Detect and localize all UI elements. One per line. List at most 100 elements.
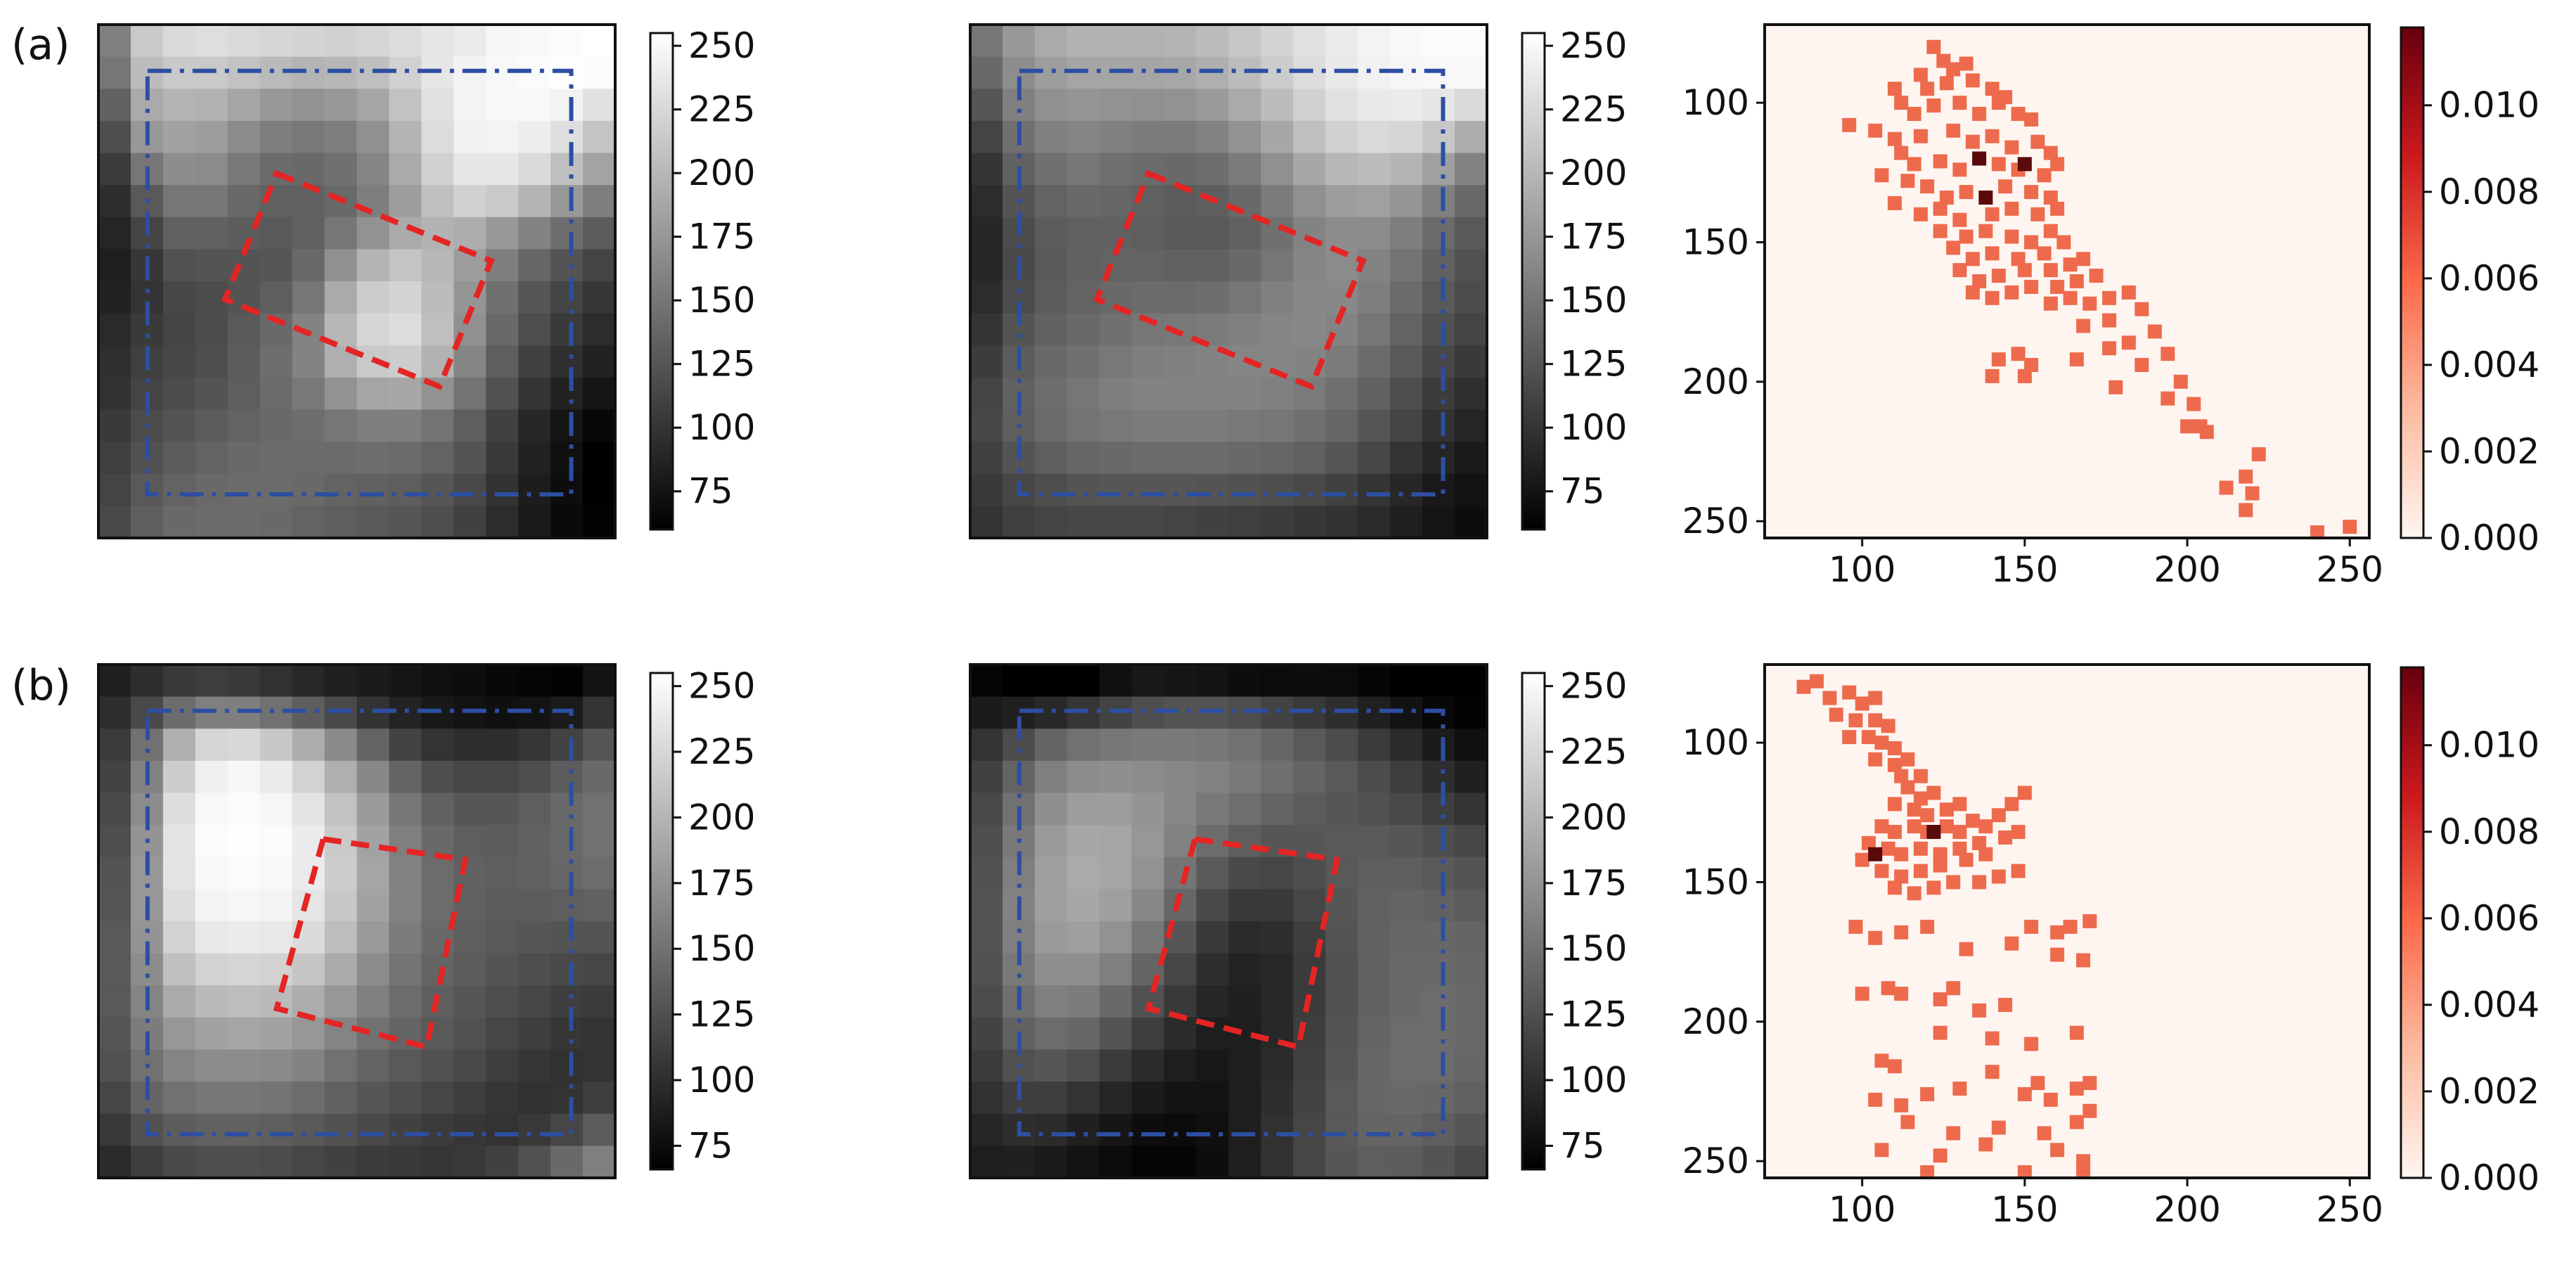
heatmap-cell bbox=[1131, 409, 1165, 442]
plot-background bbox=[1765, 25, 2369, 538]
heatmap-cell bbox=[356, 25, 390, 58]
heatmap-cell bbox=[1293, 889, 1327, 922]
colorbar-tick-label: 0.002 bbox=[2439, 1071, 2539, 1112]
heatmap-cell bbox=[195, 953, 228, 987]
heatmap-cell bbox=[583, 857, 616, 890]
data-point bbox=[2017, 1086, 2032, 1101]
x-tick-label: 100 bbox=[1829, 1189, 1895, 1230]
heatmap-cell bbox=[1228, 313, 1262, 347]
heatmap-cell bbox=[1228, 1082, 1262, 1115]
heatmap-cell bbox=[453, 1146, 487, 1179]
heatmap-cell bbox=[970, 89, 1003, 122]
heatmap-cell bbox=[259, 442, 293, 475]
heatmap-cell bbox=[1293, 760, 1327, 794]
heatmap-cell bbox=[389, 442, 423, 475]
heatmap-cell bbox=[1293, 473, 1327, 507]
heatmap-cell bbox=[550, 377, 584, 411]
heatmap-cell bbox=[486, 1146, 519, 1179]
colorbar-tick-label: 200 bbox=[688, 153, 755, 193]
heatmap-cell bbox=[1067, 857, 1100, 890]
colorbar-tick-label: 100 bbox=[1560, 1060, 1627, 1101]
heatmap-cell bbox=[1422, 120, 1455, 154]
heatmap-cell bbox=[162, 25, 196, 58]
heatmap-cell bbox=[1325, 825, 1359, 858]
heatmap-cell bbox=[1293, 153, 1327, 186]
data-point bbox=[1952, 825, 1967, 840]
heatmap-cell bbox=[162, 249, 196, 282]
heatmap-cell bbox=[1131, 377, 1165, 411]
heatmap-cell bbox=[421, 473, 455, 507]
heatmap-cell bbox=[518, 185, 551, 218]
heatmap-cell bbox=[292, 1146, 326, 1179]
heatmap-cell bbox=[162, 665, 196, 698]
heatmap-cell bbox=[1034, 217, 1068, 250]
heatmap-cell bbox=[1067, 1017, 1100, 1051]
colorbar-tick-label: 150 bbox=[688, 928, 755, 969]
heatmap-cell bbox=[1325, 1049, 1359, 1082]
heatmap-cell bbox=[1293, 1049, 1327, 1082]
heatmap-cell bbox=[1358, 953, 1391, 987]
data-point bbox=[1913, 129, 1928, 143]
plot-frame bbox=[969, 23, 1488, 539]
data-point bbox=[2076, 953, 2091, 968]
heatmap-cell bbox=[1002, 1146, 1036, 1179]
heatmap-cell bbox=[1455, 249, 1488, 282]
heatmap-cell bbox=[1164, 473, 1197, 507]
heatmap-cell bbox=[550, 249, 584, 282]
heatmap-cell bbox=[1099, 442, 1133, 475]
heatmap-cell bbox=[486, 473, 519, 507]
data-point bbox=[2343, 520, 2357, 534]
heatmap-cell bbox=[453, 409, 487, 442]
heatmap-cell bbox=[550, 760, 584, 794]
heatmap-cell bbox=[1196, 281, 1230, 314]
heatmap-cell bbox=[1261, 665, 1294, 698]
heatmap-cell bbox=[1455, 153, 1488, 186]
heatmap-cell bbox=[1034, 760, 1068, 794]
heatmap-cell bbox=[583, 473, 616, 507]
heatmap-cell bbox=[486, 760, 519, 794]
heatmap-cell bbox=[1099, 793, 1133, 826]
heatmap-cell bbox=[1455, 25, 1488, 58]
heatmap-cell bbox=[550, 1082, 584, 1115]
data-point bbox=[2043, 1092, 2058, 1107]
heatmap-cell bbox=[356, 409, 390, 442]
colorbar-tick-label: 225 bbox=[1560, 89, 1627, 130]
heatmap-cell bbox=[1261, 953, 1294, 987]
data-point bbox=[1959, 942, 1973, 956]
heatmap-cell bbox=[1228, 120, 1262, 154]
data-point bbox=[2017, 1165, 2032, 1180]
heatmap-cell bbox=[98, 1049, 131, 1082]
heatmap-cell bbox=[1261, 1082, 1294, 1115]
data-point bbox=[1887, 880, 1902, 895]
data-point bbox=[2310, 525, 2325, 540]
heatmap-cell bbox=[1034, 120, 1068, 154]
heatmap-cell bbox=[550, 696, 584, 730]
heatmap-cell bbox=[389, 985, 423, 1018]
data-point bbox=[1946, 981, 1961, 996]
data-point bbox=[1998, 998, 2013, 1013]
y-tick-label: 250 bbox=[1682, 1141, 1749, 1181]
heatmap-cell bbox=[259, 729, 293, 762]
data-point bbox=[1985, 207, 1999, 222]
heatmap-cell bbox=[1164, 120, 1197, 154]
heatmap-cell bbox=[227, 696, 261, 730]
data-point bbox=[1952, 162, 1967, 177]
heatmap-cell bbox=[389, 249, 423, 282]
heatmap-cell bbox=[1325, 760, 1359, 794]
heatmap-cell bbox=[1228, 409, 1262, 442]
heatmap-cell bbox=[1196, 377, 1230, 411]
heatmap-cell bbox=[421, 760, 455, 794]
heatmap-cell bbox=[486, 120, 519, 154]
heatmap-cell bbox=[1164, 1082, 1197, 1115]
heatmap-cell bbox=[453, 25, 487, 58]
heatmap-cell bbox=[227, 313, 261, 347]
heatmap-cell bbox=[970, 1017, 1003, 1051]
heatmap-cell bbox=[486, 1049, 519, 1082]
heatmap-cell bbox=[227, 56, 261, 90]
heatmap-cell bbox=[162, 442, 196, 475]
heatmap-cell bbox=[130, 506, 164, 539]
heatmap-cell bbox=[1261, 729, 1294, 762]
heatmap-cell bbox=[1422, 506, 1455, 539]
data-point bbox=[1907, 106, 1921, 121]
y-tick-label: 100 bbox=[1682, 82, 1749, 123]
